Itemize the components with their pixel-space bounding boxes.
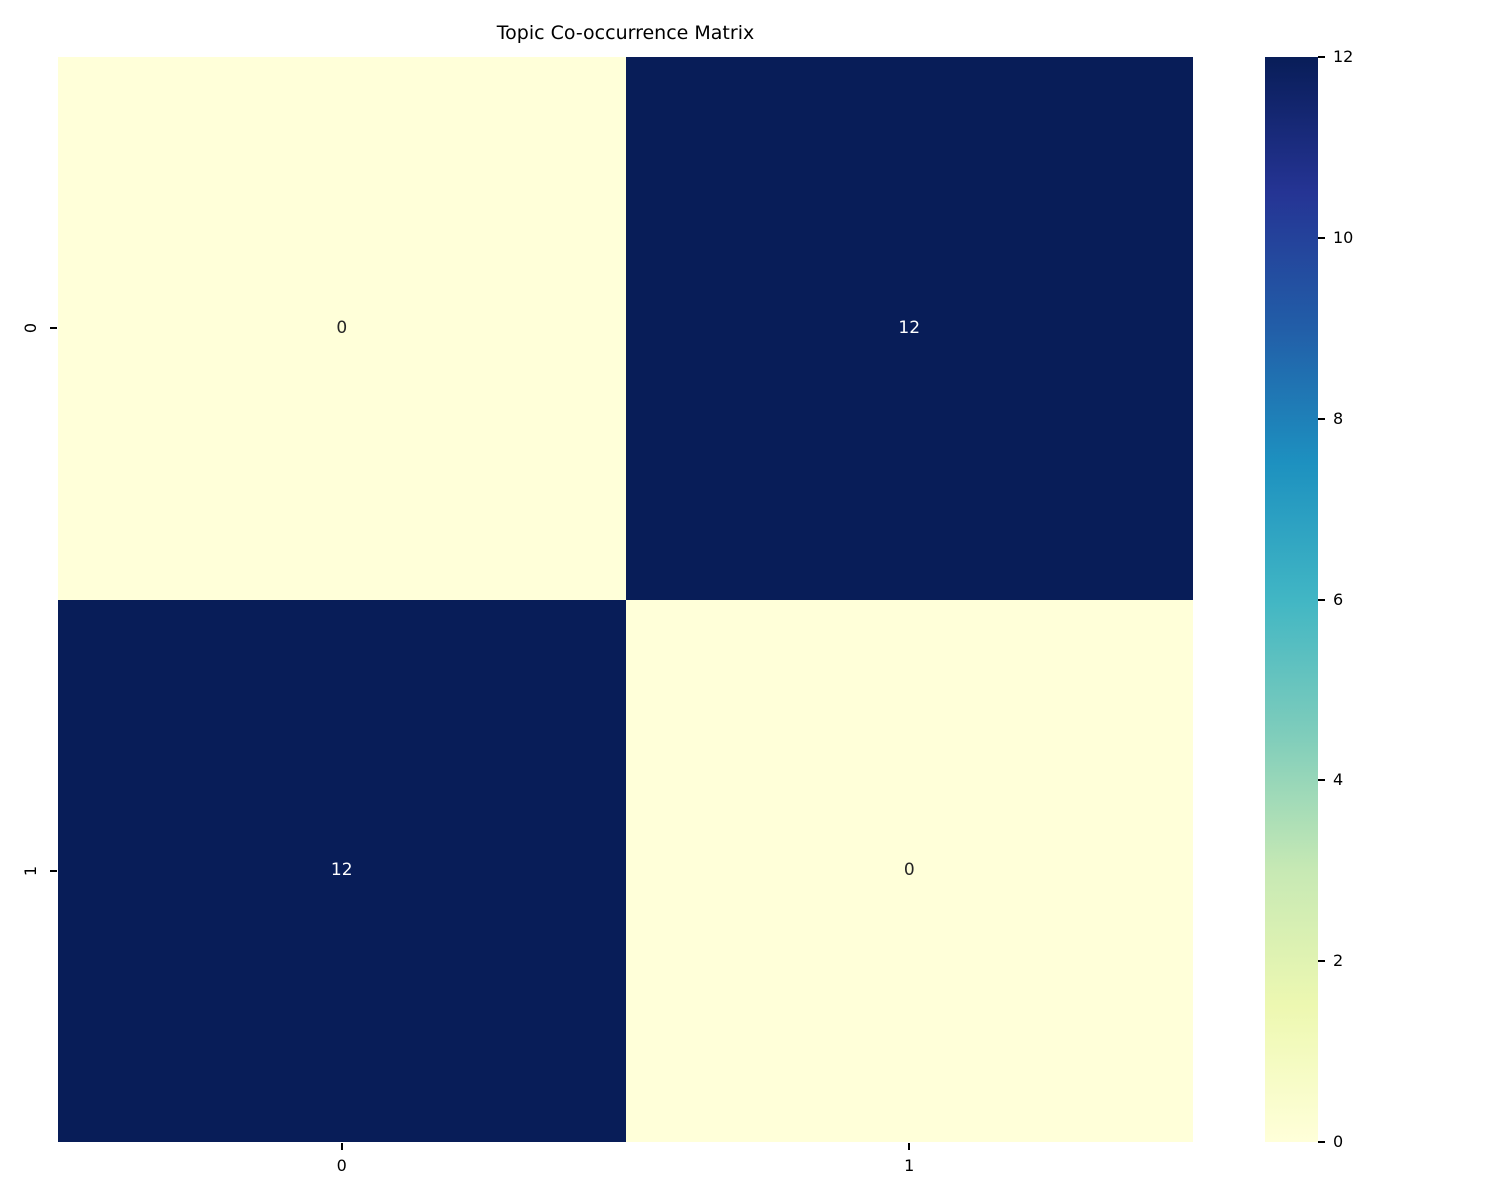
- x-tick-label: 0: [336, 1156, 347, 1175]
- tick-mark: [1318, 56, 1325, 58]
- y-tick-label: 1: [21, 865, 40, 876]
- heatmap-cell: 12: [625, 57, 1193, 600]
- colorbar-tick-label: 12: [1333, 47, 1354, 66]
- tick-mark: [340, 1143, 343, 1150]
- tick-mark: [1318, 779, 1325, 782]
- colorbar-tick-label: 10: [1333, 227, 1354, 247]
- heatmap-cell: 0: [58, 57, 626, 600]
- cell-value: 0: [336, 317, 348, 338]
- tick-mark: [1318, 960, 1325, 963]
- tick-mark: [1318, 598, 1325, 601]
- x-tick-label: 1: [904, 1156, 915, 1175]
- cell-value: 12: [898, 317, 921, 338]
- tick-mark: [908, 1143, 911, 1150]
- cell-value: 12: [330, 860, 353, 881]
- cell-value: 0: [903, 860, 915, 881]
- tick-mark: [50, 327, 57, 330]
- chart-title: Topic Co-occurrence Matrix: [496, 22, 755, 44]
- tick-mark: [1318, 236, 1325, 239]
- colorbar-tick-label: 2: [1333, 951, 1344, 971]
- colorbar-tick-label: 4: [1333, 770, 1344, 790]
- colorbar-gradient: [1265, 57, 1318, 1142]
- colorbar-tick-label: 8: [1333, 408, 1344, 428]
- heatmap-cell: 12: [58, 599, 626, 1142]
- heatmap-plot-area: 0 12 12 0: [58, 57, 1193, 1142]
- colorbar-tick-label: 6: [1333, 589, 1344, 609]
- tick-mark: [1318, 417, 1325, 420]
- colorbar-tick-label: 0: [1333, 1132, 1344, 1151]
- heatmap-cell: 0: [625, 599, 1193, 1142]
- tick-mark: [1318, 1141, 1325, 1143]
- y-tick-label: 0: [21, 323, 40, 334]
- tick-mark: [50, 869, 57, 872]
